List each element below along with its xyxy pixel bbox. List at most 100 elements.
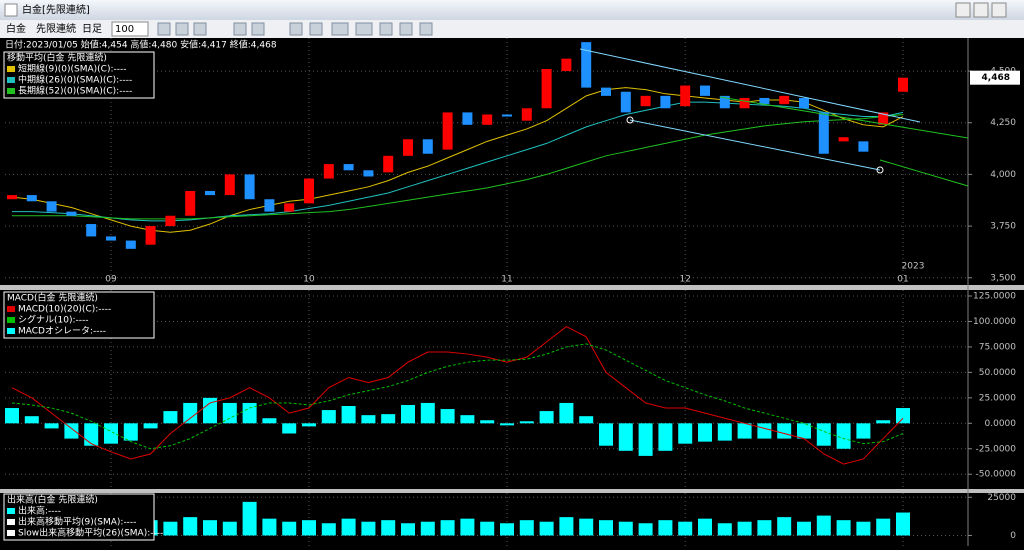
volume-bar	[480, 521, 495, 536]
volume-bar	[519, 520, 534, 536]
volume-bar	[678, 521, 693, 536]
volume-bar	[797, 521, 811, 536]
last-price: 4,468	[982, 73, 1010, 83]
volume-bar	[539, 521, 554, 536]
legend-swatch	[7, 66, 15, 72]
candle	[442, 112, 453, 150]
legend-swatch	[7, 88, 15, 94]
trend-lines	[579, 48, 969, 187]
candle	[838, 137, 849, 142]
candle	[561, 58, 572, 72]
volume-bar	[203, 520, 217, 536]
candle	[145, 226, 156, 245]
window-chrome: 白金[先限連続] 白金 先限連続 日足 100	[0, 0, 1024, 38]
oscillator-bar	[500, 423, 514, 426]
series-line	[12, 101, 904, 222]
oscillator-bar	[757, 423, 772, 439]
legend-swatch	[7, 508, 15, 514]
volume-bar	[341, 518, 356, 536]
volume-bar	[222, 521, 237, 536]
volume-bar	[717, 523, 732, 536]
candle	[759, 97, 770, 105]
y-tick-label: 100.0000	[973, 317, 1016, 327]
count-input[interactable]	[111, 21, 149, 37]
series-line	[12, 113, 904, 220]
toolbar	[0, 20, 1024, 38]
y-tick-label: 125.0000	[973, 292, 1016, 302]
volume-bar	[183, 517, 198, 536]
toolbar-symbol[interactable]: 白金	[6, 22, 26, 35]
oscillator-bar	[698, 423, 712, 442]
volume-bar	[856, 521, 871, 536]
splitter[interactable]	[0, 285, 1024, 290]
series-line	[11, 343, 904, 450]
oscillator-bar	[143, 423, 158, 429]
legend-title: 出来高(白金 先限連続)	[7, 494, 98, 506]
oscillator-bar	[24, 416, 39, 424]
oscillator-bar	[163, 411, 178, 424]
volume-bar	[321, 523, 336, 536]
oscillator-bar	[282, 423, 297, 434]
volume-bar	[460, 518, 475, 536]
legend-swatch	[7, 530, 15, 536]
toolbar-period[interactable]: 日足	[82, 23, 102, 35]
candle	[620, 91, 631, 113]
volume-bar	[361, 521, 376, 536]
minimize-button[interactable]	[955, 2, 971, 18]
candle	[502, 114, 512, 117]
toolbar-icons	[157, 22, 433, 36]
y-tick-label: 0	[1010, 531, 1016, 541]
oscillator-bar	[896, 408, 910, 424]
candle	[581, 42, 592, 88]
toolbar-contract[interactable]: 先限連続	[36, 22, 76, 35]
candle	[304, 178, 314, 204]
oscillator-bar	[84, 423, 99, 446]
candle	[700, 85, 710, 96]
legend-label: 長期線(52)(0)(SMA)(C):----	[18, 85, 132, 97]
candle	[383, 155, 394, 173]
oscillator-bar	[638, 423, 653, 456]
splitter[interactable]	[0, 489, 1024, 493]
oscillator-bar	[480, 420, 495, 424]
legend-label: Slow出来高移動平均(26)(SMA):----	[18, 527, 163, 539]
candle	[86, 224, 97, 237]
y-tick-label: 4,250	[990, 118, 1016, 128]
trend-anchor[interactable]	[626, 116, 634, 124]
candle	[898, 77, 908, 92]
oscillator-bar	[401, 404, 415, 424]
candle	[680, 85, 691, 107]
volume-bar	[777, 517, 792, 536]
volume-bar	[242, 501, 257, 536]
candle	[422, 139, 433, 154]
window-title: 白金[先限連続]	[22, 3, 90, 16]
legend-box	[3, 51, 155, 99]
volume-bar	[638, 523, 653, 536]
oscillator-bar	[203, 397, 217, 424]
count-value: 100	[115, 24, 134, 35]
x-tick-label: 01	[897, 275, 908, 285]
volume-bar	[302, 520, 316, 536]
volume-bar	[579, 518, 594, 536]
candle	[541, 69, 552, 109]
volume-bar	[698, 518, 712, 536]
oscillator-bar	[618, 423, 633, 451]
oscillator-bar	[816, 423, 831, 446]
legend-label: MACD(10)(20)(C):----	[18, 305, 111, 315]
legend-swatch	[7, 77, 15, 83]
oscillator-bar	[737, 423, 752, 439]
maximize-button[interactable]	[973, 2, 989, 18]
oscillator-bar	[123, 423, 138, 441]
candle	[363, 170, 374, 177]
legend-box	[3, 493, 155, 541]
volume-bar	[420, 521, 435, 536]
close-button[interactable]	[991, 2, 1007, 18]
y-tick-label: 75.0000	[979, 342, 1016, 352]
volume-bar	[440, 520, 455, 536]
oscillator-bar	[579, 416, 594, 424]
x-tick-label: 12	[679, 275, 690, 285]
trend-anchor[interactable]	[876, 166, 884, 174]
oscillator-bar	[519, 421, 534, 424]
y-tick-label: 25.0000	[979, 393, 1016, 403]
legend-swatch	[7, 317, 15, 323]
